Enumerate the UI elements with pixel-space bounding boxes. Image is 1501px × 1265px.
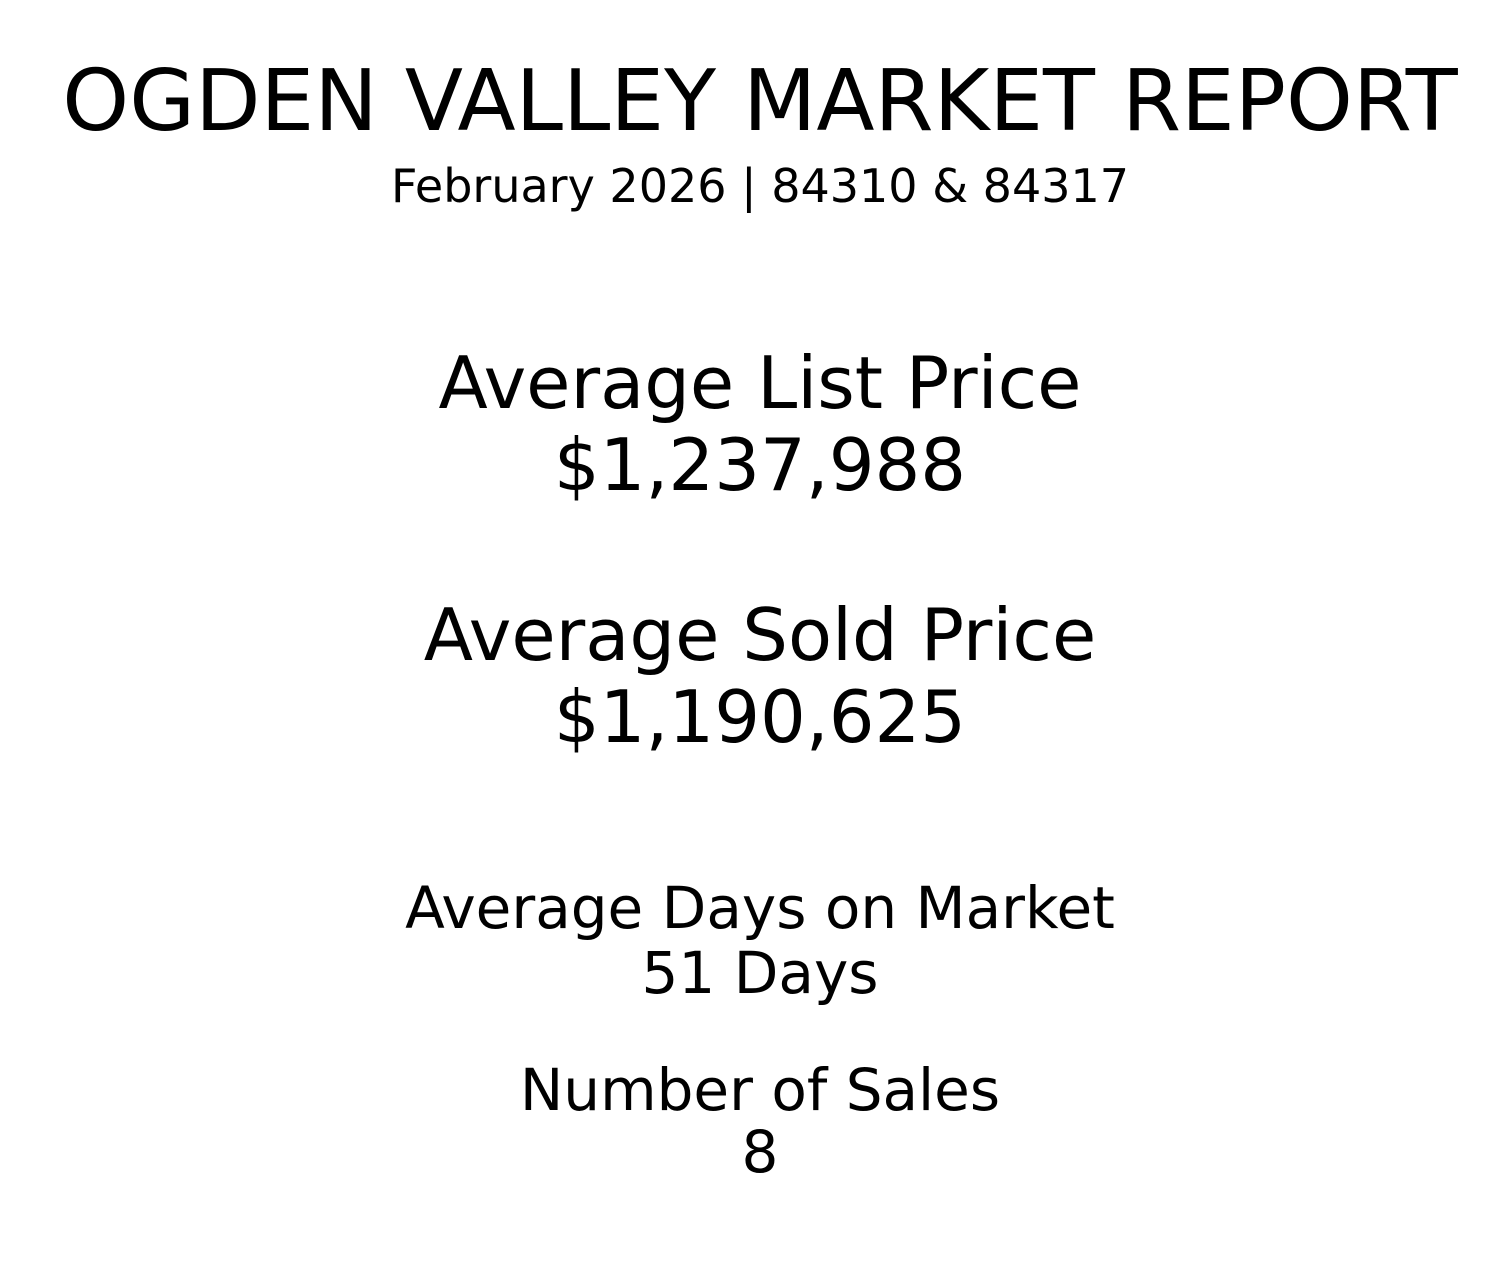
stat-value: $1,237,988 <box>554 423 966 507</box>
stat-value: $1,190,625 <box>554 675 966 759</box>
stat-value: 51 Days <box>642 939 879 1007</box>
stat-label: Average Sold Price <box>424 593 1097 677</box>
stat-label: Number of Sales <box>520 1056 1000 1124</box>
stat-label: Average List Price <box>439 341 1082 425</box>
stat-label: Average Days on Market <box>405 874 1115 942</box>
stat-value: 8 <box>742 1118 779 1186</box>
report-title: OGDEN VALLEY MARKET REPORT <box>62 52 1458 151</box>
report-subtitle: February 2026 | 84310 & 84317 <box>391 159 1129 214</box>
